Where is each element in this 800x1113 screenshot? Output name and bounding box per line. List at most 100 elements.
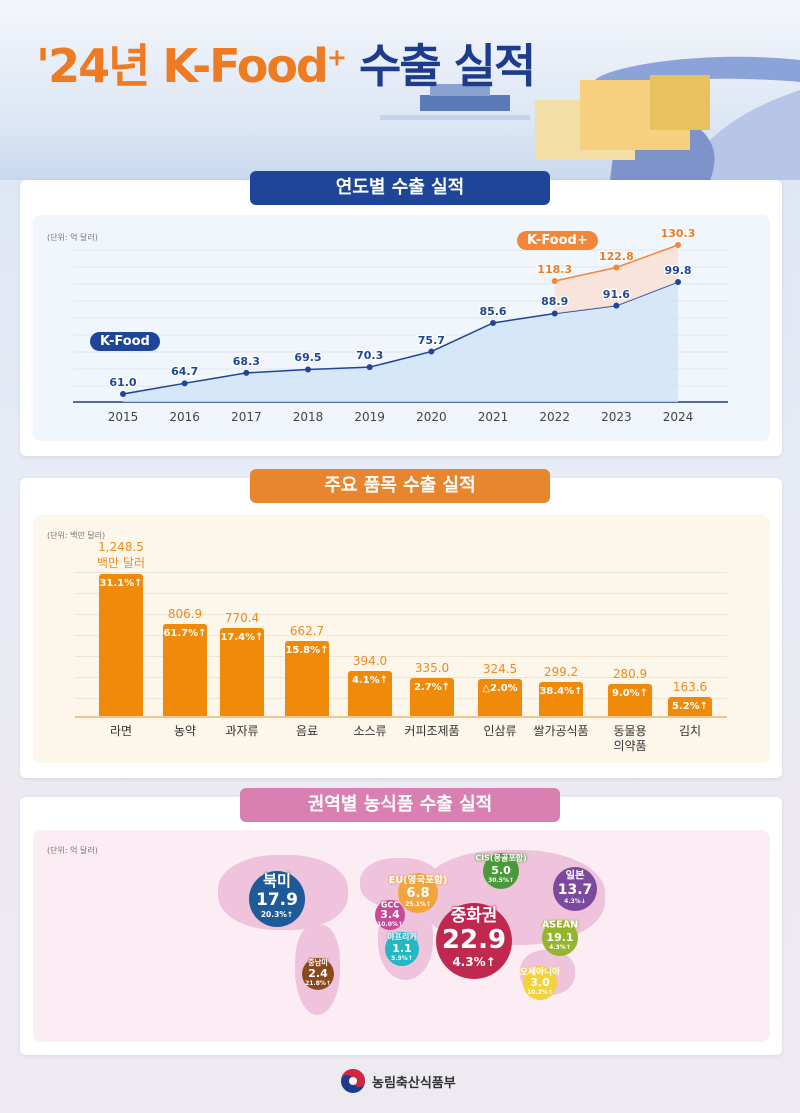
bar: 31.1%↑ (99, 574, 143, 716)
change-label: 4.1%↑ (351, 675, 389, 687)
region-value: 13.7 (557, 881, 593, 898)
region-change: 30.5%↑ (488, 876, 514, 884)
kfood-point (243, 369, 250, 376)
gridline (75, 656, 727, 657)
change-label: △2.0% (482, 683, 518, 695)
kfood-point (305, 366, 312, 373)
kfood-point (366, 364, 373, 371)
region-bubble: 22.9 4.3%↑ (436, 902, 512, 979)
taegeuk-logo-icon (341, 1069, 365, 1093)
change-label: 5.2%↑ (671, 701, 709, 713)
gridline (75, 698, 727, 699)
x-tick-label: 2020 (416, 410, 447, 424)
section-title-yearly: 연도별 수출 실적 (250, 171, 550, 205)
region-name: 오세아니아 (519, 967, 561, 978)
x-tick-label: 2018 (292, 410, 324, 424)
region-bubble: 19.1 4.3%↑ (542, 919, 578, 956)
value-label: 394.0 (352, 654, 388, 669)
region-bubble: 6.8 25.1%↑ (398, 873, 438, 913)
category-label: 커피조제품 (404, 724, 460, 738)
value-label: 324.5 (482, 662, 518, 677)
category-label: 농약 (173, 724, 197, 738)
region-change: 10.2%↑ (527, 988, 553, 996)
region-change: 4.3%↑ (452, 955, 496, 970)
region-change: 4.3%↓ (564, 897, 586, 905)
kfood-data-label: 75.7 (417, 332, 447, 348)
change-label: 31.1%↑ (99, 578, 143, 589)
region-name: CIS(몽골포함) (475, 853, 527, 863)
kfood-data-label: 85.6 (478, 304, 508, 320)
kfoodplus-point (613, 264, 620, 271)
region-change: 4.3%↑ (549, 943, 571, 951)
region-name: 중화권 (450, 905, 498, 926)
change-label: 38.4%↑ (539, 685, 583, 697)
region-value: 22.9 (441, 925, 507, 956)
region-bubble: 17.9 20.3%↑ (249, 871, 305, 928)
region-bubble: 5.0 30.5%↑ (483, 852, 519, 889)
value-label: 770.4 (224, 611, 260, 626)
kfood-point (181, 380, 188, 387)
region-bubble: 3.4 10.0%↑ (375, 900, 405, 931)
kfood-point (490, 319, 497, 326)
region-name: EU(영국포함) (388, 875, 448, 886)
region-value: 6.8 (406, 885, 430, 901)
kfoodplus-area (554, 245, 679, 314)
header-banner: '24년 K-Food+ 수출 실적 (0, 0, 800, 180)
unit-suffix-label: 백만 달러 (97, 556, 145, 570)
region-value: 17.9 (256, 889, 298, 910)
region-name: 중남미 (308, 958, 328, 968)
kfoodplus-data-label: 122.8 (598, 248, 635, 264)
kfood-data-label: 64.7 (170, 364, 200, 380)
gridline (75, 677, 727, 678)
bar: 2.7%↑ (410, 677, 454, 716)
change-label: 15.8%↑ (285, 644, 329, 656)
bar: △2.0% (478, 679, 522, 716)
kfood-data-label: 88.9 (540, 294, 570, 310)
change-label: 9.0%↑ (611, 688, 649, 700)
kfoodplus-point (675, 242, 682, 248)
kfood-point (428, 348, 435, 355)
x-tick-label: 2023 (601, 410, 632, 424)
page-title: '24년 K-Food+ 수출 실적 (36, 39, 536, 93)
category-label: 라면 (109, 724, 133, 738)
category-label: 소스류 (353, 724, 387, 738)
region-value: 19.1 (546, 930, 574, 944)
region-change: 5.9%↑ (391, 954, 413, 962)
category-label: 쌀가공식품 (533, 724, 589, 738)
x-tick-label: 2016 (169, 410, 200, 424)
category-label: 동물용 의약품 (613, 724, 647, 753)
region-name: ASEAN (541, 919, 579, 931)
unit-label: (단위: 백만 달러) (47, 531, 106, 540)
region-name: GCC (380, 900, 400, 910)
region-name: 북미 (263, 871, 291, 890)
bar: 17.4%↑ (220, 628, 264, 716)
region-change: 10.0%↑ (377, 920, 403, 928)
region-change: 25.1%↑ (405, 900, 431, 908)
kfood-data-label: 61.0 (108, 375, 138, 391)
gridline (75, 593, 727, 594)
x-tick-label: 2024 (662, 410, 694, 424)
line-chart (73, 242, 728, 403)
kfood-point (551, 310, 558, 317)
highway-illustration (380, 56, 800, 180)
region-bubble: 13.7 4.3%↓ (553, 867, 597, 912)
x-tick-label: 2021 (477, 410, 509, 424)
bar: 38.4%↑ (539, 681, 583, 716)
region-value: 3.4 (380, 907, 400, 921)
product-chart-area (33, 515, 770, 763)
bar: 61.7%↑ (163, 624, 207, 716)
gridline (75, 614, 727, 615)
region-bubble: 1.1 5.9%↑ (385, 931, 419, 966)
x-axis (75, 716, 727, 718)
kfoodplus-legend-tag: K-Food+ (517, 231, 598, 250)
kfoodplus-data-label: 130.3 (659, 226, 696, 242)
category-label: 과자류 (225, 724, 259, 738)
value-label: 163.6 (672, 680, 708, 695)
section-title-regions: 권역별 농식품 수출 실적 (240, 788, 560, 822)
kfood-data-label: 91.6 (602, 286, 632, 302)
region-change: 20.3%↑ (260, 909, 294, 919)
kfoodplus-point (551, 278, 558, 284)
region-value: 2.4 (308, 967, 328, 981)
region-value: 5.0 (491, 863, 511, 877)
unit-label: (단위: 억 달러) (47, 846, 98, 855)
